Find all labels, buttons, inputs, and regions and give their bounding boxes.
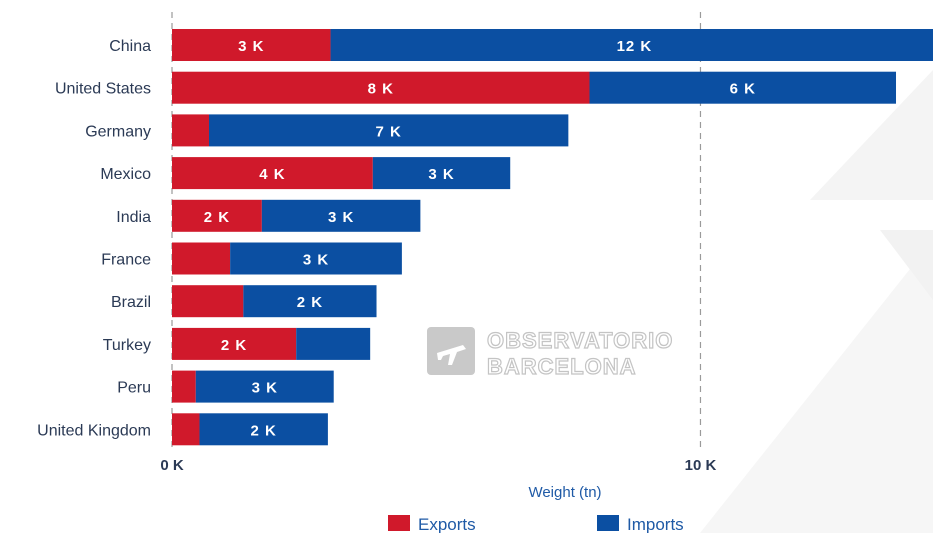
bar-value-label: 2 K — [204, 209, 230, 226]
category-label: United Kingdom — [37, 422, 151, 439]
bar-value-label: 3 K — [252, 380, 278, 397]
bar-imports — [243, 285, 377, 318]
bar-value-label: 8 K — [368, 81, 394, 98]
watermark: OBSERVATORIO BARCELONA — [427, 327, 673, 380]
bar-imports — [296, 327, 371, 360]
bar-value-label: 4 K — [259, 166, 285, 183]
bar-exports — [172, 199, 262, 232]
bar-exports — [172, 242, 231, 275]
bar-exports — [172, 285, 244, 318]
bar-value-label: 2 K — [221, 337, 247, 354]
x-axis-title: Weight (tn) — [528, 484, 601, 501]
bar-imports — [208, 114, 569, 147]
bar-imports — [261, 199, 421, 232]
category-label: France — [101, 252, 151, 269]
bar-imports — [195, 370, 334, 403]
watermark-line2: BARCELONA — [487, 354, 637, 379]
bar-exports — [172, 29, 331, 61]
bar-exports — [172, 327, 297, 360]
legend-swatch-exports — [388, 515, 410, 531]
bar-imports — [589, 71, 897, 104]
bar-exports — [172, 370, 196, 403]
bar-exports — [172, 114, 209, 147]
legend-swatch-imports — [597, 515, 619, 531]
category-label: United States — [55, 81, 151, 98]
category-label: Mexico — [100, 166, 151, 183]
x-tick-label: 0 K — [160, 457, 184, 474]
bar-value-label: 3 K — [428, 166, 454, 183]
category-label: Brazil — [111, 294, 151, 311]
bars: 3 K 12 K 8 K 6 K 7 K 4 K 3 K 2 K 3 K 3 K 2 K 2 K 3 K… — [172, 29, 933, 446]
category-label: Germany — [85, 123, 151, 140]
bar-value-label: 7 K — [376, 123, 402, 140]
legend: Exports Imports — [388, 515, 684, 533]
x-tick-label: 10 K — [685, 457, 717, 474]
bar-value-label: 2 K — [251, 422, 277, 439]
category-label: China — [109, 38, 151, 55]
background-decoration — [700, 70, 933, 533]
bar-imports — [230, 242, 402, 275]
category-labels: China United States Germany Mexico India Fran… — [37, 38, 151, 439]
bar-imports — [330, 29, 933, 61]
bar-exports — [172, 413, 200, 446]
category-label: Peru — [117, 380, 151, 397]
legend-label-imports: Imports — [627, 515, 684, 533]
bar-value-label: 12 K — [617, 38, 653, 55]
bar-value-label: 2 K — [297, 294, 323, 311]
legend-label-exports: Exports — [418, 515, 476, 533]
bar-imports — [199, 413, 328, 446]
bar-exports — [172, 157, 373, 190]
bar-imports — [372, 157, 511, 190]
bar-exports — [172, 71, 590, 104]
bar-value-label: 3 K — [328, 209, 354, 226]
watermark-line1: OBSERVATORIO — [487, 328, 673, 353]
bar-value-label: 3 K — [238, 38, 264, 55]
category-label: India — [116, 209, 151, 226]
bar-value-label: 3 K — [303, 252, 329, 269]
bar-value-label: 6 K — [730, 81, 756, 98]
category-label: Turkey — [103, 337, 151, 354]
x-tick-labels: 0 K 10 K — [160, 457, 716, 474]
